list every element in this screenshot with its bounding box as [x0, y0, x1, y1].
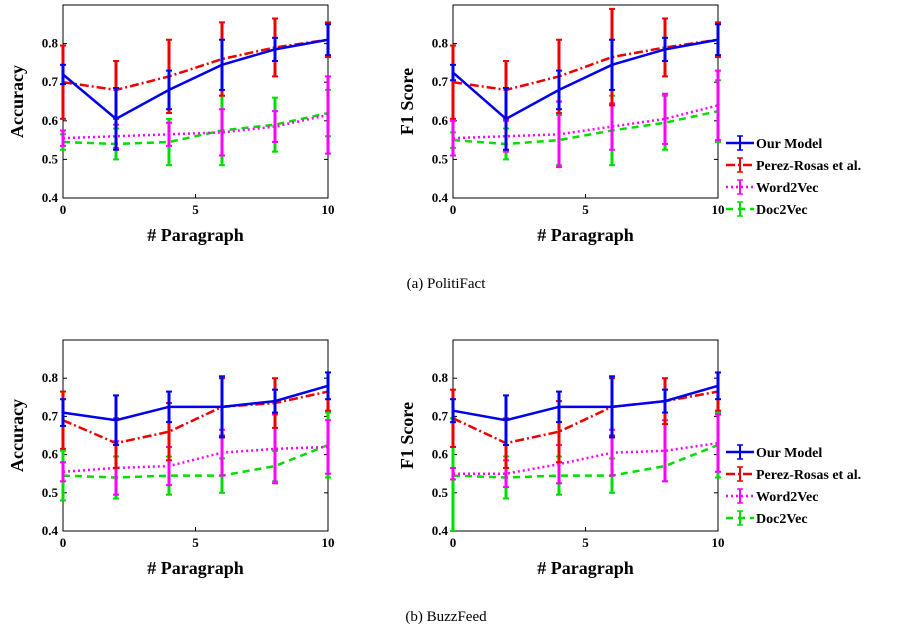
- series-line: [452, 38, 719, 92]
- series-word2vec: [60, 75, 331, 157]
- series-doc2vec: [450, 79, 721, 167]
- series-line: [452, 384, 719, 422]
- caption-b: (b) BuzzFeed: [405, 609, 487, 625]
- x-axis-label: # Paragraph: [147, 225, 244, 245]
- plot-frame: [62, 339, 329, 532]
- x-axis-label: # Paragraph: [147, 558, 244, 578]
- caption-a: (a) PolitiFact: [407, 276, 487, 292]
- legend-item-perez_rosas: Perez-Rosas et al.: [726, 466, 861, 483]
- x-tick-label: 5: [582, 202, 589, 217]
- series-our_model: [450, 371, 721, 447]
- series-line: [452, 104, 719, 140]
- series-word2vec: [60, 413, 331, 496]
- x-tick-label: 5: [192, 202, 199, 217]
- y-tick-label: 0.7: [42, 408, 59, 423]
- series-line: [62, 38, 329, 92]
- legend-bottom: Our Model Perez-Rosas et al. Word2Vec Doc2V…: [726, 444, 861, 527]
- y-tick-label: 0.5: [42, 485, 59, 500]
- series-line: [62, 38, 329, 121]
- series-our_model: [60, 23, 331, 151]
- y-tick-label: 0.5: [432, 151, 449, 166]
- y-axis-label: Accuracy: [7, 399, 27, 472]
- chart-3: 0.4 0.5 0.6 0.7 0.8 0 5 10 # Paragraph Accuracy: [7, 339, 335, 578]
- x-tick-label: 0: [60, 535, 67, 550]
- series-line: [62, 113, 329, 140]
- y-tick-label: 0.4: [432, 523, 449, 538]
- series-doc2vec: [60, 88, 331, 167]
- series-perez_rosas: [60, 17, 331, 120]
- x-tick-label: 5: [192, 535, 199, 550]
- y-axis-label: Accuracy: [7, 65, 27, 138]
- y-tick-label: 0.4: [42, 190, 59, 205]
- y-tick-label: 0.6: [432, 113, 449, 128]
- y-tick-label: 0.6: [42, 113, 59, 128]
- x-tick-label: 5: [582, 535, 589, 550]
- chart-4: 0.4 0.5 0.6 0.7 0.8 0 5 10 # Paragraph F1 Score: [397, 339, 725, 578]
- series-line: [452, 38, 719, 121]
- series-perez_rosas: [60, 371, 331, 469]
- x-tick-label: 0: [60, 202, 67, 217]
- y-tick-label: 0.5: [42, 151, 59, 166]
- series-line: [62, 443, 329, 479]
- y-axis-label: F1 Score: [397, 68, 417, 135]
- series-line: [453, 441, 719, 475]
- y-tick-label: 0.7: [432, 74, 449, 89]
- x-axis-label: # Paragraph: [537, 558, 634, 578]
- legend-item-word2vec: Word2Vec: [726, 179, 818, 196]
- x-tick-label: 10: [322, 535, 335, 550]
- series-our_model: [60, 371, 331, 447]
- legend-item-doc2vec: Doc2Vec: [726, 201, 808, 218]
- y-tick-label: 0.7: [42, 74, 59, 89]
- series-line: [452, 443, 719, 479]
- legend-label: Word2Vec: [756, 181, 818, 196]
- chart-2: 0.4 0.5 0.6 0.7 0.8 0 5 10 # Paragraph F1 Score: [397, 4, 725, 245]
- legend-item-word2vec: Word2Vec: [726, 488, 818, 505]
- y-tick-label: 0.6: [432, 447, 449, 462]
- x-tick-label: 10: [712, 535, 725, 550]
- legend-label: Our Model: [756, 137, 822, 152]
- y-tick-label: 0.5: [432, 485, 449, 500]
- y-axis-label: F1 Score: [397, 402, 417, 469]
- series-line: [62, 384, 329, 422]
- series-line: [62, 445, 329, 474]
- legend-item-our_model: Our Model: [726, 444, 822, 461]
- series-doc2vec: [450, 411, 721, 532]
- y-tick-label: 0.4: [42, 523, 59, 538]
- y-tick-label: 0.4: [432, 190, 449, 205]
- series-line: [452, 109, 719, 146]
- charts-group: 0.40.50.60.70.80 5 10# ParagraphAccuracy0.…: [7, 4, 725, 578]
- y-tick-label: 0.8: [42, 370, 59, 385]
- chart-1: 0.4 0.5 0.6 0.7 0.8 0 5 10 # Paragraph Accuracy: [7, 4, 335, 245]
- plot-frame: [452, 4, 719, 199]
- y-tick-label: 0.6: [42, 447, 59, 462]
- x-tick-label: 0: [450, 202, 457, 217]
- plot-frame: [452, 339, 719, 532]
- legend-label: Doc2Vec: [756, 512, 808, 527]
- legend-label: Doc2Vec: [756, 203, 808, 218]
- y-tick-label: 0.8: [432, 370, 449, 385]
- legend-label: Perez-Rosas et al.: [756, 159, 861, 174]
- legend-item-our_model: Our Model: [726, 135, 822, 152]
- x-axis-label: # Paragraph: [537, 225, 634, 245]
- series-line: [62, 390, 329, 445]
- legend-label: Word2Vec: [756, 490, 818, 505]
- y-tick-label: 0.8: [432, 36, 449, 51]
- y-tick-label: 0.7: [432, 408, 449, 423]
- y-tick-label: 0.8: [42, 36, 59, 51]
- series-doc2vec: [60, 411, 331, 502]
- series-our_model: [450, 23, 721, 151]
- x-tick-label: 0: [450, 535, 457, 550]
- legend-label: Perez-Rosas et al.: [756, 468, 861, 483]
- legend-label: Our Model: [756, 446, 822, 461]
- plot-frame: [62, 4, 329, 199]
- series-line: [62, 111, 329, 146]
- legend-item-doc2vec: Doc2Vec: [726, 510, 808, 527]
- series-perez_rosas: [450, 371, 721, 469]
- legend-item-perez_rosas: Perez-Rosas et al.: [726, 157, 861, 174]
- x-tick-label: 10: [712, 202, 725, 217]
- legend-top: Our Model Perez-Rosas et al. Word2Vec Doc2V…: [726, 135, 861, 218]
- series-perez_rosas: [450, 7, 721, 120]
- x-tick-label: 10: [322, 202, 335, 217]
